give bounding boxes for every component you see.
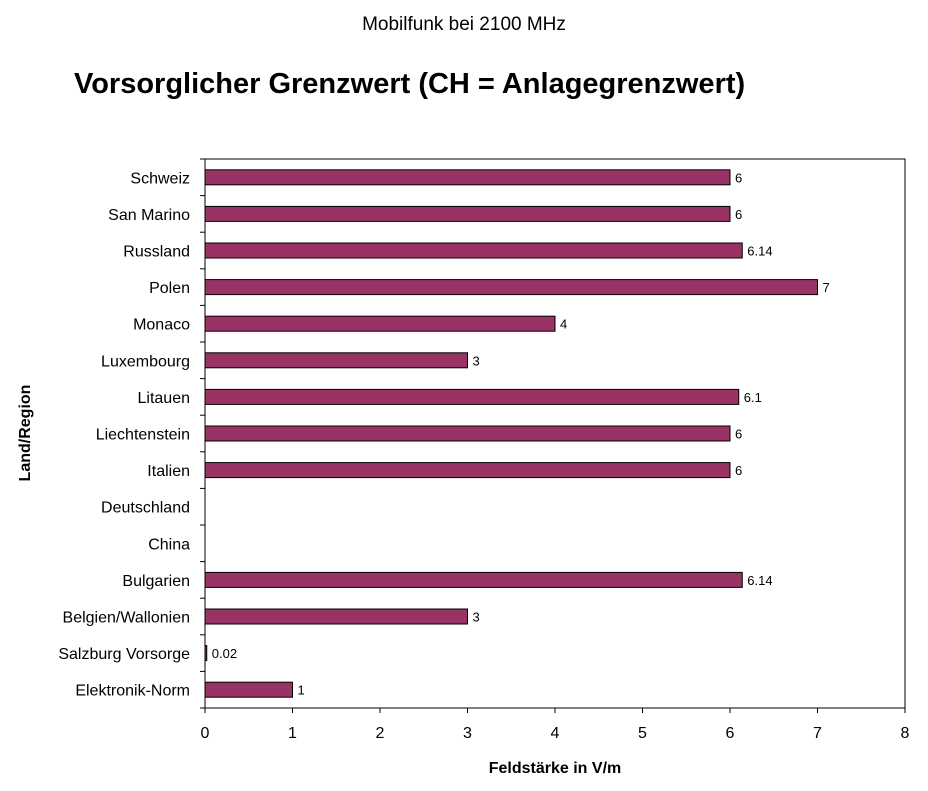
category-label: San Marino: [108, 207, 190, 224]
bar: [204, 608, 468, 625]
category-label: Russland: [123, 244, 190, 261]
bar: [204, 205, 731, 222]
bar: [204, 352, 468, 369]
category-label: Deutschland: [101, 500, 190, 517]
bar: [204, 242, 743, 259]
x-tick-label: 1: [288, 725, 297, 742]
category-label: Litauen: [138, 390, 191, 407]
data-label: 6.1: [744, 390, 762, 405]
x-tick-label: 4: [551, 725, 560, 742]
chart-title: Vorsorglicher Grenzwert (CH = Anlagegren…: [74, 68, 746, 100]
data-label: 6: [735, 170, 742, 185]
bar: [204, 571, 743, 588]
data-label: 4: [560, 317, 567, 332]
bar: [204, 425, 731, 442]
bar: [204, 645, 208, 662]
data-label: 1: [298, 683, 305, 698]
x-tick-label: 7: [813, 725, 822, 742]
category-label: Salzburg Vorsorge: [58, 646, 190, 663]
category-label: Polen: [149, 280, 190, 297]
category-label: Liechtenstein: [96, 427, 190, 444]
category-label: Elektronik-Norm: [75, 683, 190, 700]
category-label: Bulgarien: [122, 573, 190, 590]
category-label: Monaco: [133, 317, 190, 334]
bar: [204, 279, 818, 296]
data-label: 3: [473, 610, 480, 625]
x-axis-title: Feldstärke in V/m: [489, 760, 622, 777]
category-label: Italien: [147, 463, 190, 480]
data-label: 7: [823, 280, 830, 295]
x-tick-label: 2: [376, 725, 385, 742]
y-axis-title: Land/Region: [17, 385, 34, 482]
data-label: 6: [735, 463, 742, 478]
data-label: 0.02: [212, 646, 237, 661]
x-tick-label: 0: [201, 725, 210, 742]
data-label: 6.14: [747, 244, 772, 259]
x-tick-label: 5: [638, 725, 647, 742]
category-label: China: [148, 536, 190, 553]
x-tick-label: 8: [901, 725, 910, 742]
data-label: 3: [473, 353, 480, 368]
bar: [204, 315, 556, 332]
bar: [204, 681, 293, 698]
data-label: 6: [735, 427, 742, 442]
category-label: Schweiz: [130, 170, 190, 187]
x-tick-label: 3: [463, 725, 472, 742]
category-label: Belgien/Wallonien: [63, 610, 190, 627]
chart-subtitle: Mobilfunk bei 2100 MHz: [362, 14, 566, 35]
data-label: 6.14: [747, 573, 772, 588]
bar: [204, 169, 731, 186]
bar: [204, 462, 731, 479]
bar: [204, 388, 740, 405]
x-tick-label: 6: [726, 725, 735, 742]
data-label: 6: [735, 207, 742, 222]
category-label: Luxembourg: [101, 353, 190, 370]
